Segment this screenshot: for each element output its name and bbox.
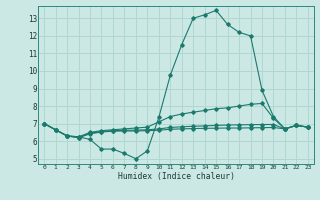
X-axis label: Humidex (Indice chaleur): Humidex (Indice chaleur) [117,172,235,181]
